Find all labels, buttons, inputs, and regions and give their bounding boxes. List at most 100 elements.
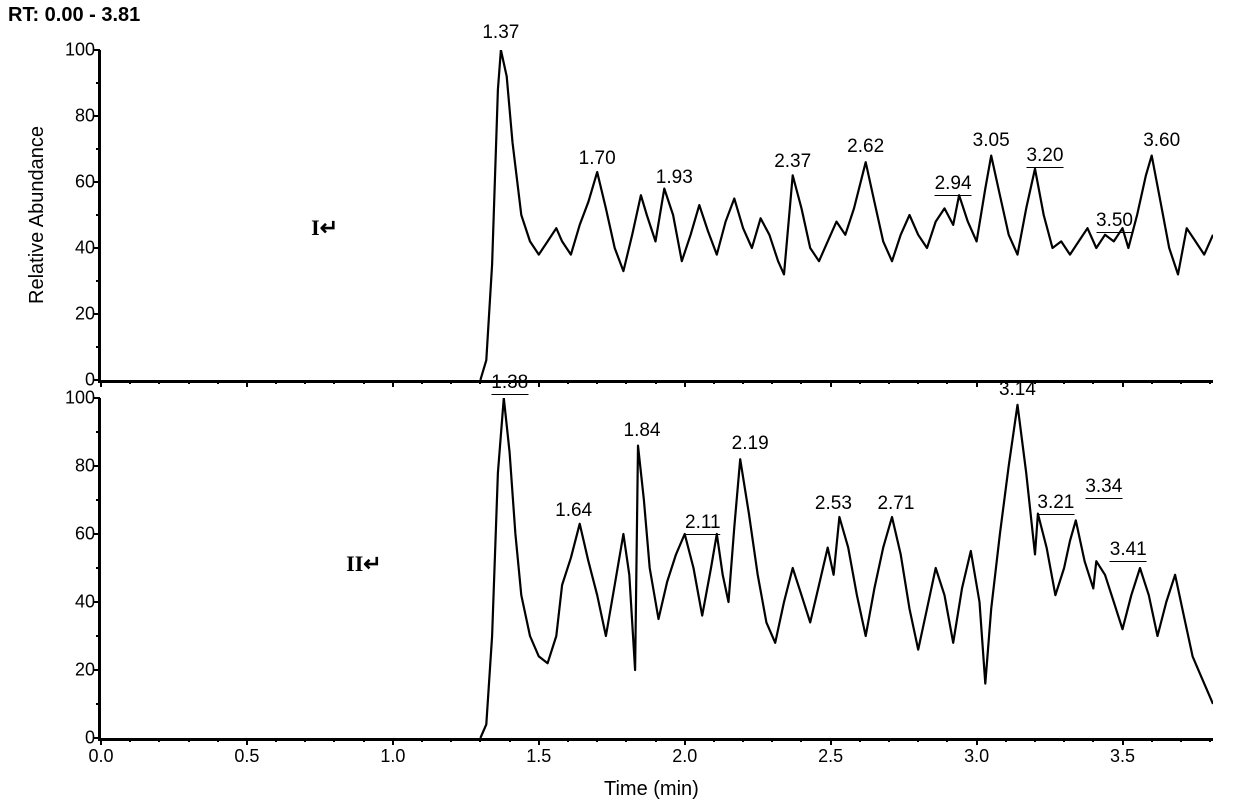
xtick-minor	[713, 738, 715, 742]
xtick-minor	[596, 380, 598, 384]
peak-label: 3.14	[999, 379, 1036, 401]
xtick-minor	[333, 380, 335, 384]
ytick-label: 80	[75, 456, 95, 477]
xtick-minor	[304, 380, 306, 384]
ytick-label: 20	[75, 304, 95, 325]
xtick-minor	[596, 738, 598, 742]
xtick-minor	[304, 738, 306, 742]
chromatogram-trace	[480, 398, 1213, 738]
y-axis-label: Relative Abundance	[26, 126, 49, 304]
ytick-minor	[96, 431, 100, 433]
chromatogram-panel-II: 0204060801000.00.51.01.52.02.53.03.51.38…	[98, 398, 1213, 741]
xtick-mark	[1122, 380, 1124, 387]
xtick-minor	[129, 738, 131, 742]
xtick-minor	[567, 380, 569, 384]
peak-label: 3.20	[1026, 145, 1063, 168]
xtick-minor	[1034, 738, 1036, 742]
peak-label: 3.60	[1143, 130, 1180, 152]
xtick-minor	[1063, 380, 1065, 384]
xtick-minor	[479, 738, 481, 742]
peak-label: 1.93	[656, 167, 693, 189]
xtick-label: 3.0	[964, 746, 989, 767]
xtick-minor	[158, 738, 160, 742]
xtick-minor	[859, 738, 861, 742]
xtick-minor	[625, 380, 627, 384]
xtick-minor	[917, 380, 919, 384]
xtick-minor	[421, 738, 423, 742]
xtick-minor	[188, 380, 190, 384]
peak-label: 1.70	[579, 148, 616, 170]
xtick-label: 3.5	[1110, 746, 1135, 767]
xtick-minor	[567, 738, 569, 742]
xtick-mark	[538, 738, 540, 745]
xtick-mark	[100, 380, 102, 387]
xtick-minor	[1209, 380, 1211, 384]
xtick-minor	[771, 738, 773, 742]
xtick-mark	[976, 380, 978, 387]
peak-label: 1.84	[624, 420, 661, 442]
xtick-minor	[1180, 738, 1182, 742]
xtick-minor	[333, 738, 335, 742]
xtick-minor	[655, 380, 657, 384]
peak-label: 2.71	[877, 493, 914, 515]
ytick-minor	[96, 635, 100, 637]
xtick-mark	[538, 380, 540, 387]
xtick-minor	[1092, 380, 1094, 384]
ytick-label: 40	[75, 592, 95, 613]
xtick-mark	[830, 380, 832, 387]
xtick-minor	[275, 380, 277, 384]
peak-label: 1.64	[555, 500, 592, 522]
xtick-mark	[976, 738, 978, 745]
xtick-minor	[275, 738, 277, 742]
ytick-label: 60	[75, 524, 95, 545]
xtick-minor	[742, 738, 744, 742]
ytick-label: 80	[75, 106, 95, 127]
peak-label: 1.37	[482, 22, 519, 44]
xtick-mark	[684, 738, 686, 745]
xtick-minor	[888, 738, 890, 742]
xtick-minor	[1180, 380, 1182, 384]
xtick-minor	[1151, 380, 1153, 384]
xtick-label: 2.5	[818, 746, 843, 767]
peak-label: 2.19	[732, 433, 769, 455]
peak-label: 2.53	[815, 493, 852, 515]
ytick-minor	[96, 346, 100, 348]
ytick-minor	[96, 148, 100, 150]
ytick-minor	[96, 280, 100, 282]
ytick-label: 40	[75, 238, 95, 259]
xtick-minor	[1005, 738, 1007, 742]
xtick-mark	[830, 738, 832, 745]
peak-label: 2.94	[935, 173, 972, 196]
xtick-minor	[800, 738, 802, 742]
xtick-minor	[800, 380, 802, 384]
peak-label: 2.37	[774, 151, 811, 173]
xtick-minor	[158, 380, 160, 384]
xtick-minor	[946, 738, 948, 742]
xtick-minor	[1151, 738, 1153, 742]
peak-label: 2.11	[685, 512, 721, 535]
xtick-minor	[742, 380, 744, 384]
xtick-mark	[1122, 738, 1124, 745]
xtick-minor	[859, 380, 861, 384]
peak-label: 2.62	[847, 136, 884, 158]
rt-range-label: RT: 0.00 - 3.81	[8, 4, 140, 27]
peak-label: 3.05	[973, 130, 1010, 152]
xtick-label: 1.0	[380, 746, 405, 767]
ytick-label: 20	[75, 660, 95, 681]
xtick-minor	[1092, 738, 1094, 742]
ytick-label: 100	[65, 40, 95, 61]
xtick-mark	[246, 380, 248, 387]
xtick-minor	[188, 738, 190, 742]
chromatogram-figure: RT: 0.00 - 3.81 0204060801001.371.701.93…	[0, 0, 1240, 807]
trace-svg	[101, 50, 1213, 380]
ytick-label: 100	[65, 388, 95, 409]
ytick-minor	[96, 703, 100, 705]
xtick-minor	[1063, 738, 1065, 742]
xtick-minor	[363, 380, 365, 384]
xtick-mark	[100, 738, 102, 745]
xtick-minor	[509, 738, 511, 742]
panel-id-label: I↵	[311, 215, 338, 241]
ytick-minor	[96, 82, 100, 84]
peak-label: 3.21	[1037, 492, 1074, 515]
xtick-label: 1.5	[526, 746, 551, 767]
